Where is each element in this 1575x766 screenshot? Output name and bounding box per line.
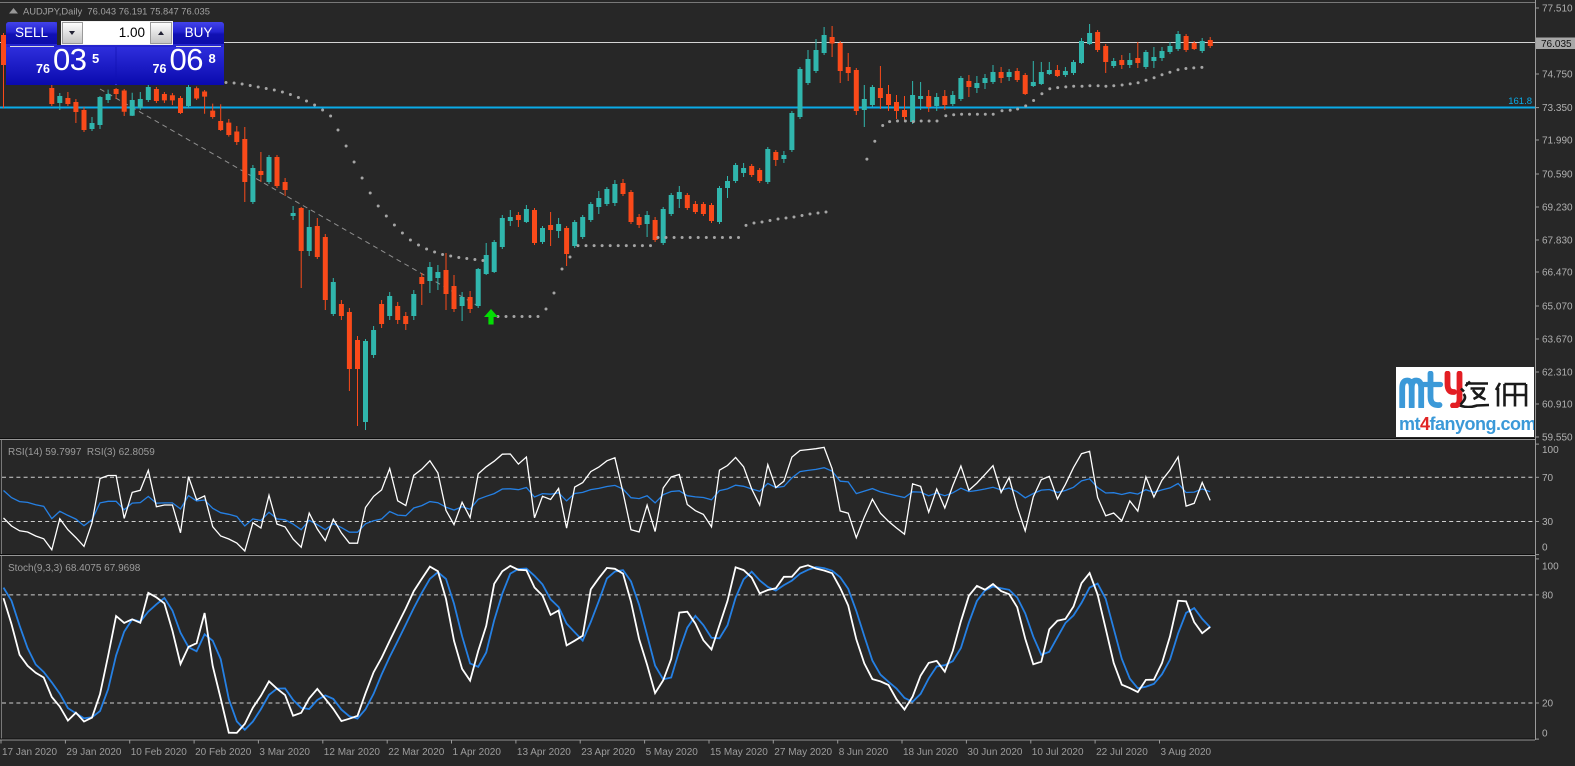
svg-text:13 Apr 2020: 13 Apr 2020 (517, 747, 571, 758)
svg-text:27 May 2020: 27 May 2020 (774, 747, 832, 758)
svg-text:69.230: 69.230 (1542, 203, 1573, 214)
svg-text:70.590: 70.590 (1542, 170, 1573, 181)
svg-text:77.510: 77.510 (1542, 4, 1573, 15)
svg-text:3 Aug 2020: 3 Aug 2020 (1161, 747, 1212, 758)
svg-text:5 May 2020: 5 May 2020 (646, 747, 699, 758)
svg-text:10 Jul 2020: 10 Jul 2020 (1032, 747, 1084, 758)
svg-text:73.350: 73.350 (1542, 103, 1573, 114)
svg-text:60.910: 60.910 (1542, 400, 1573, 411)
svg-text:18 Jun 2020: 18 Jun 2020 (903, 747, 958, 758)
svg-text:100: 100 (1542, 445, 1559, 456)
svg-text:0: 0 (1542, 542, 1548, 553)
svg-text:22 Jul 2020: 22 Jul 2020 (1096, 747, 1148, 758)
svg-text:80: 80 (1542, 590, 1554, 601)
svg-text:76.035: 76.035 (1541, 39, 1572, 50)
svg-text:30 Jun 2020: 30 Jun 2020 (967, 747, 1022, 758)
svg-text:65.070: 65.070 (1542, 302, 1573, 313)
svg-text:29 Jan 2020: 29 Jan 2020 (66, 747, 121, 758)
svg-text:12 Mar 2020: 12 Mar 2020 (324, 747, 381, 758)
svg-text:0: 0 (1542, 728, 1548, 739)
svg-text:70: 70 (1542, 473, 1554, 484)
svg-text:17 Jan 2020: 17 Jan 2020 (2, 747, 57, 758)
svg-text:15 May 2020: 15 May 2020 (710, 747, 768, 758)
svg-text:3 Mar 2020: 3 Mar 2020 (259, 747, 310, 758)
svg-text:67.830: 67.830 (1542, 236, 1573, 247)
svg-text:20: 20 (1542, 699, 1554, 710)
svg-text:63.670: 63.670 (1542, 335, 1573, 346)
svg-text:20 Feb 2020: 20 Feb 2020 (195, 747, 252, 758)
svg-text:8 Jun 2020: 8 Jun 2020 (839, 747, 889, 758)
svg-text:AUDJPY,Daily 76.043 76.191 75: AUDJPY,Daily 76.043 76.191 75.847 76.035 (23, 6, 210, 17)
svg-text:66.470: 66.470 (1542, 268, 1573, 279)
svg-text:RSI(14) 59.7997 RSI(3) 62.805: RSI(14) 59.7997 RSI(3) 62.8059 (8, 447, 155, 458)
svg-text:74.750: 74.750 (1542, 70, 1573, 81)
svg-text:Stoch(9,3,3) 68.4075 67.9698: Stoch(9,3,3) 68.4075 67.9698 (8, 563, 141, 574)
svg-text:62.310: 62.310 (1542, 368, 1573, 379)
svg-text:100: 100 (1542, 561, 1559, 572)
svg-text:59.550: 59.550 (1542, 433, 1573, 444)
svg-text:1 Apr 2020: 1 Apr 2020 (453, 747, 502, 758)
svg-text:161.8: 161.8 (1508, 96, 1532, 107)
svg-text:22 Mar 2020: 22 Mar 2020 (388, 747, 445, 758)
svg-text:23 Apr 2020: 23 Apr 2020 (581, 747, 635, 758)
svg-text:71.990: 71.990 (1542, 136, 1573, 147)
svg-text:30: 30 (1542, 517, 1554, 528)
svg-text:10 Feb 2020: 10 Feb 2020 (131, 747, 188, 758)
